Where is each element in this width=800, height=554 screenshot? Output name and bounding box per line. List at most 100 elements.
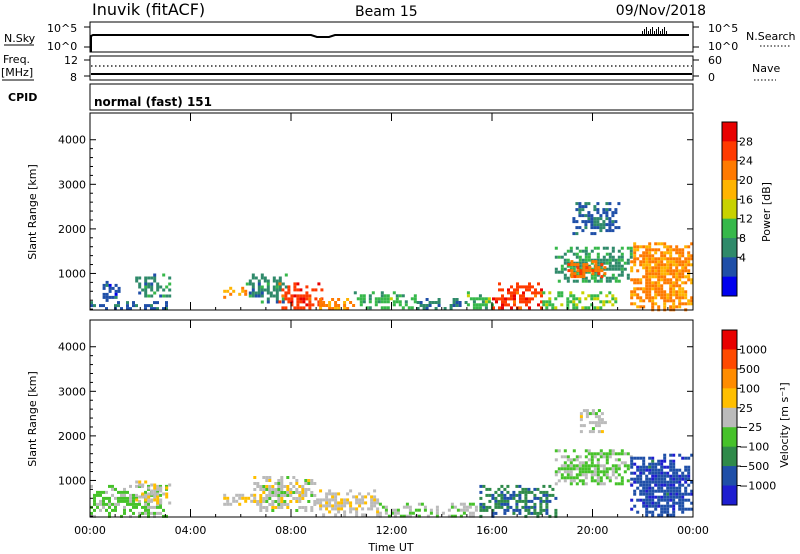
heatmap-cell [536,514,540,518]
heatmap-cell [669,468,673,472]
heatmap-cell [678,492,682,496]
heatmap-cell [147,502,150,506]
heatmap-cell [395,300,399,304]
heatmap-cell [311,303,315,307]
heatmap-cell [651,284,655,288]
heatmap-cell [298,506,302,509]
heatmap-cell [657,501,661,505]
heatmap-cell [277,494,281,497]
heatmap-cell [262,485,266,488]
heatmap-cell [602,303,606,307]
heatmap-cell [319,304,323,307]
heatmap-cell [581,482,585,486]
heatmap-cell [645,296,649,300]
heatmap-cell [590,303,594,307]
heatmap-cell [633,287,637,291]
heatmap-cell [147,508,150,512]
heatmap-cell [611,276,615,280]
heatmap-cell [495,297,498,301]
heatmap-cell [575,467,579,471]
heatmap-cell [608,264,612,268]
heatmap-cell [527,490,531,494]
heatmap-cell [687,498,691,502]
heatmap-cell [642,480,646,484]
heatmap-cell [111,487,114,491]
heatmap-cell [275,291,279,295]
heatmap-cell [620,246,624,250]
heatmap-cell [272,276,276,280]
heatmap-cell [663,474,667,478]
heatmap-cell [229,502,233,506]
heatmap-cell [572,464,576,468]
heatmap-cell [608,467,612,471]
heatmap-cell [462,508,466,512]
heatmap-cell [636,477,640,481]
heatmap-cell [569,479,573,483]
heatmap-cell [593,205,597,209]
heatmap-cell [573,263,577,267]
heatmap-cell [346,498,350,502]
heatmap-cell [617,464,621,468]
heatmap-cell [669,287,673,291]
heatmap-cell [111,493,114,497]
heatmap-cell [257,285,261,289]
heatmap-cell [328,504,332,508]
heatmap-cell [687,492,691,496]
heatmap-cell [684,474,688,478]
heatmap-cell [271,491,275,494]
heatmap-cell [578,467,582,471]
heatmap-cell [590,232,594,236]
heatmap-cell [248,279,252,283]
heatmap-cell [660,459,664,463]
heatmap-cell [156,484,159,488]
heatmap-cell [678,263,682,267]
heatmap-cell [617,279,621,283]
heatmap-cell [534,291,537,295]
heatmap-cell [678,302,682,306]
heatmap-cell [575,252,579,256]
heatmap-cell [645,272,649,276]
colorbar-segment [722,238,737,258]
heatmap-cell [123,493,126,497]
heatmap-cell [138,514,141,518]
heatmap-cell [666,278,670,282]
heatmap-cell [488,487,492,491]
heatmap-cell [522,297,525,301]
heatmap-cell [605,455,609,459]
heatmap-cell [648,468,652,472]
heatmap-cell [150,489,154,493]
heatmap-cell [684,257,688,261]
heatmap-cell [156,301,159,305]
heatmap-cell [596,294,600,298]
heatmap-cell [690,492,694,496]
heatmap-cell [666,465,670,469]
heatmap-cell [147,285,151,289]
heatmap-cell [368,300,372,304]
heatmap-cell [651,471,655,475]
heatmap-cell [383,294,387,298]
heatmap-cell [378,514,382,518]
heatmap-cell [108,283,112,287]
heatmap-cell [102,502,105,506]
heatmap-cell [434,301,438,304]
heatmap-cell [417,514,421,518]
heatmap-cell [675,489,679,493]
heatmap-cell [485,508,489,512]
heatmap-cell [587,458,591,462]
heatmap-cell [343,498,347,502]
heatmap-cell [605,294,609,298]
heatmap-cell [380,291,384,295]
heatmap-cell [560,255,564,259]
heatmap-cell [636,278,640,282]
heatmap-cell [597,409,601,413]
heatmap-cell [108,505,111,509]
heatmap-cell [284,294,288,298]
heatmap-cell [563,267,567,271]
heatmap-cell [636,248,640,252]
heatmap-cell [579,424,583,428]
heatmap-region [316,489,380,517]
heatmap-cell [277,497,281,500]
heatmap-cell [519,297,522,301]
heatmap-cell [663,269,667,273]
heatmap-cell [590,261,594,265]
